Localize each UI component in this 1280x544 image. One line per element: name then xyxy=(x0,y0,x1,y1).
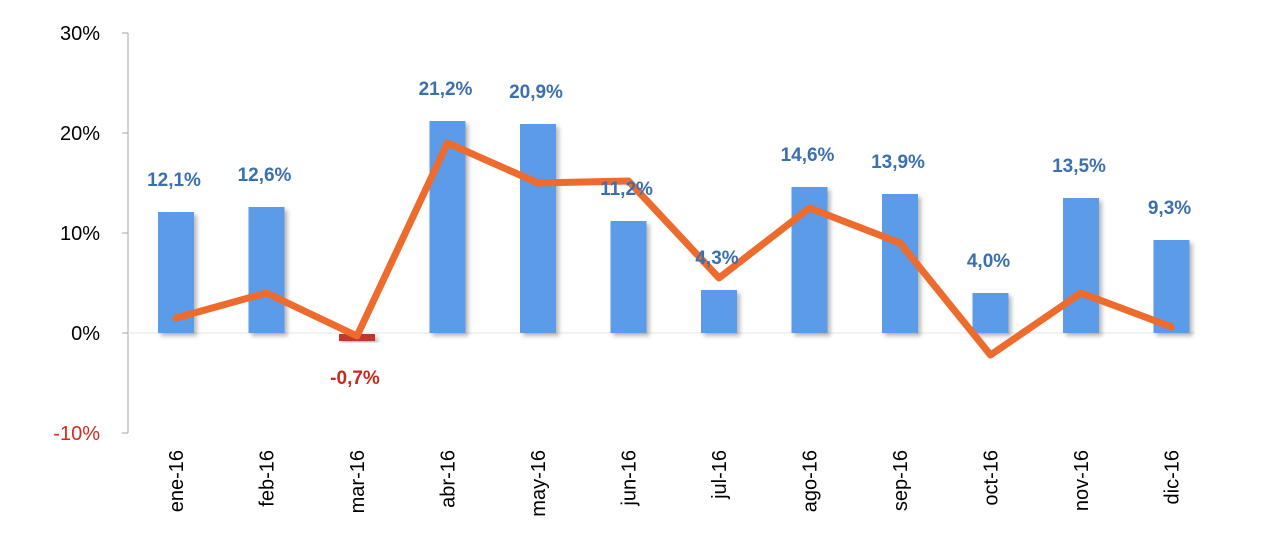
y-tick-label: 20% xyxy=(60,123,100,145)
x-tick-label-ago-16: ago-16 xyxy=(800,450,822,512)
bar-feb-16 xyxy=(248,207,285,333)
data-label-jun-16: 11,2% xyxy=(600,179,653,200)
data-label-dic-16: 9,3% xyxy=(1148,198,1191,219)
x-tick-label-sep-16: sep-16 xyxy=(890,450,912,511)
data-label-feb-16: 12,6% xyxy=(238,165,292,186)
x-tick-label-abr-16: abr-16 xyxy=(438,450,460,508)
data-label-may-16: 20,9% xyxy=(509,82,563,103)
data-labels: 12,1% 12,6% -0,7% 21,2% 20,9% 11,2% 4,3% 14,6% 1… xyxy=(147,79,1191,389)
bar-jul-16 xyxy=(701,290,737,333)
x-tick-label-may-16: may-16 xyxy=(528,450,550,517)
y-tick-label: -10% xyxy=(53,423,100,445)
y-tick-label: 10% xyxy=(60,223,100,245)
bar-dic-16 xyxy=(1153,240,1190,333)
bar-jun-16 xyxy=(610,221,647,333)
x-tick-label-ene-16: ene-16 xyxy=(166,450,188,512)
x-tick-label-nov-16: nov-16 xyxy=(1071,450,1093,511)
x-tick-label-mar-16: mar-16 xyxy=(347,450,369,513)
line-series xyxy=(172,139,1175,359)
data-label-oct-16: 4,0% xyxy=(967,251,1010,272)
x-tick-label-feb-16: feb-16 xyxy=(257,450,279,507)
data-label-jul-16: 4,3% xyxy=(695,248,738,269)
bar-sep-16 xyxy=(882,194,918,333)
data-label-ago-16: 14,6% xyxy=(781,145,835,166)
bar-may-16 xyxy=(520,124,556,333)
bar-oct-16 xyxy=(972,293,1009,333)
x-tick-label-jul-16: jul-16 xyxy=(709,450,731,500)
y-tick-label: 30% xyxy=(60,23,100,45)
x-tick-label-jun-16: jun-16 xyxy=(619,450,641,507)
bar-nov-16 xyxy=(1063,198,1099,333)
bars xyxy=(158,121,1190,341)
data-label-mar-16: -0,7% xyxy=(330,368,380,389)
data-label-abr-16: 21,2% xyxy=(419,79,473,100)
y-tick-label: 0% xyxy=(71,323,100,345)
x-axis-labels: ene-16 feb-16 mar-16 abr-16 may-16 jun-16 jul-… xyxy=(166,450,1184,517)
x-tick-label-dic-16: dic-16 xyxy=(1162,450,1184,504)
data-label-ene-16: 12,1% xyxy=(147,170,201,191)
x-tick-label-oct-16: oct-16 xyxy=(981,450,1003,506)
data-label-nov-16: 13,5% xyxy=(1052,156,1106,177)
data-label-sep-16: 13,9% xyxy=(871,152,925,173)
y-axis: 30% 20% 10% 0% -10% xyxy=(53,23,1195,445)
bar-abr-16 xyxy=(429,121,466,333)
trend-line xyxy=(172,139,1175,359)
